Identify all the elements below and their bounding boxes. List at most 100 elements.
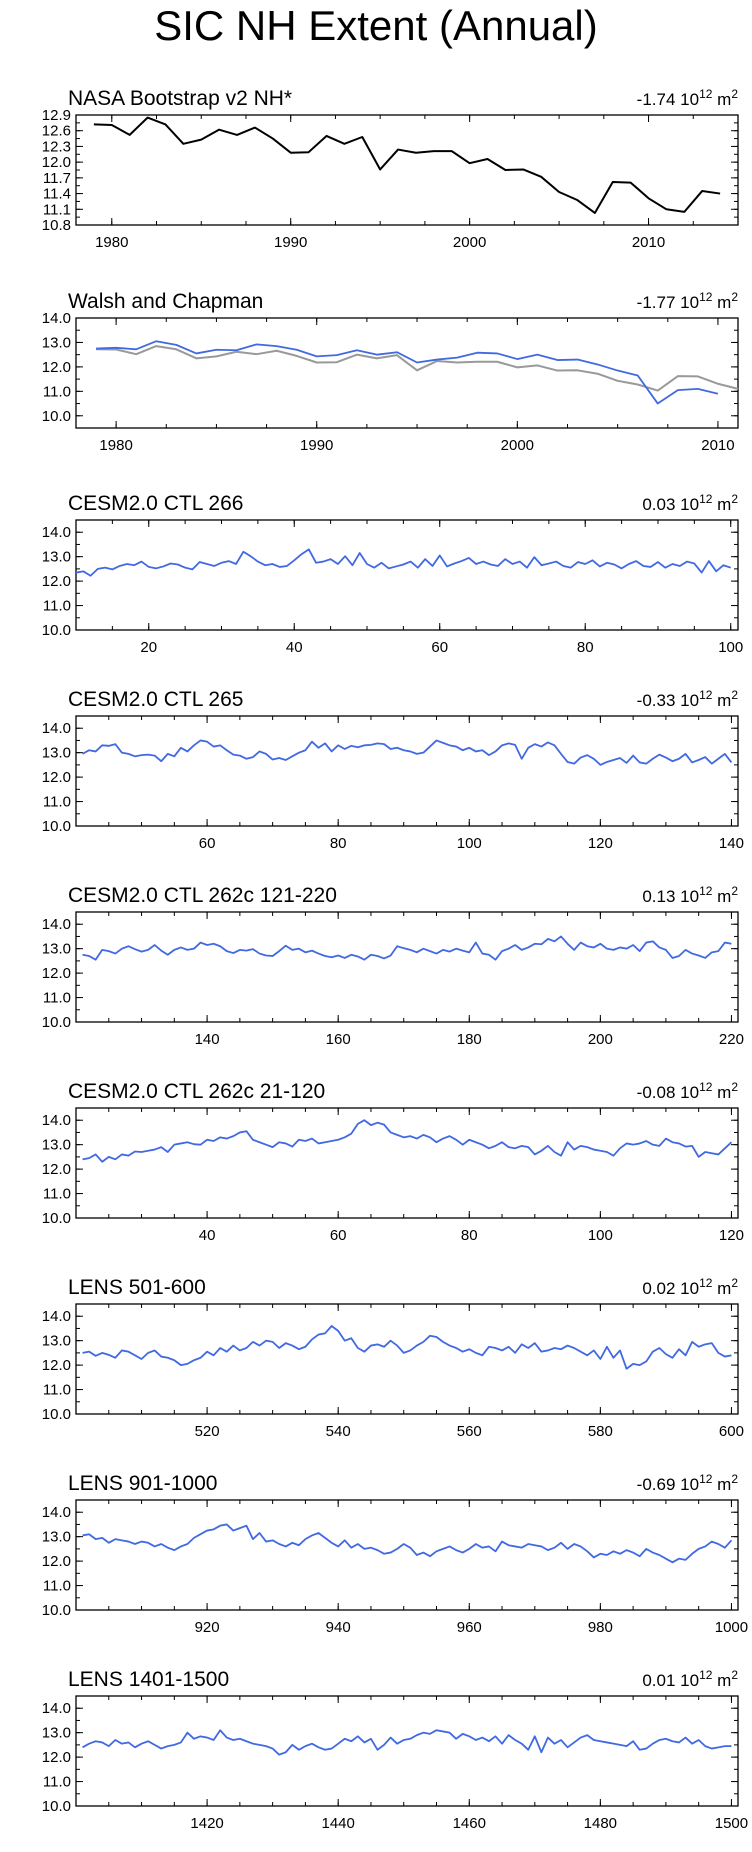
y-tick-label: 12.3 bbox=[42, 138, 71, 155]
trend-label: -1.74 1012 m2 bbox=[637, 87, 739, 109]
y-tick-label: 12.9 bbox=[42, 107, 71, 124]
chart-panel: CESM2.0 CTL 266 0.03 1012 m2 14.0 13.0 12.0 1… bbox=[42, 492, 743, 656]
y-tick-label: 12.0 bbox=[42, 359, 71, 376]
trend-label: -0.69 1012 m2 bbox=[637, 1472, 739, 1494]
x-tick-label: 2010 bbox=[701, 437, 734, 454]
x-tick-label: 1990 bbox=[300, 437, 333, 454]
x-tick-label: 1420 bbox=[190, 1815, 223, 1832]
y-tick-label: 13.0 bbox=[42, 334, 71, 351]
panel-title: LENS 501-600 bbox=[68, 1276, 206, 1299]
y-tick-label: 13.0 bbox=[42, 745, 71, 762]
chart-panel: CESM2.0 CTL 262c 121-220 0.13 1012 m2 14.0… bbox=[42, 884, 744, 1048]
y-tick-label: 12.0 bbox=[42, 1357, 71, 1374]
x-tick-label: 60 bbox=[199, 835, 216, 852]
plot-frame bbox=[75, 911, 739, 1023]
trend-value: -0.08 bbox=[637, 1083, 680, 1102]
trend-unit-exponent: 2 bbox=[731, 87, 738, 101]
trend-unit: m bbox=[712, 293, 731, 312]
x-tick-label: 120 bbox=[719, 1227, 744, 1244]
x-tick-label: 520 bbox=[195, 1423, 220, 1440]
trend-value: -1.74 bbox=[637, 90, 680, 109]
x-tick-label: 60 bbox=[330, 1227, 347, 1244]
x-tick-label: 940 bbox=[326, 1619, 351, 1636]
trend-exponent: 12 bbox=[699, 1276, 713, 1290]
chart-panel: NASA Bootstrap v2 NH* -1.74 1012 m2 12.9 12… bbox=[42, 87, 739, 251]
panel-title: CESM2.0 CTL 266 bbox=[68, 492, 243, 515]
chart-panel: LENS 501-600 0.02 1012 m2 14.0 13.0 12.0 11.0… bbox=[42, 1276, 744, 1440]
y-tick-label: 13.0 bbox=[42, 1137, 71, 1154]
trend-value: 0.03 bbox=[642, 495, 680, 514]
x-tick-label: 140 bbox=[719, 835, 744, 852]
x-tick-label: 180 bbox=[457, 1031, 482, 1048]
y-tick-label: 11.0 bbox=[43, 598, 71, 615]
trend-exponent: 12 bbox=[699, 290, 713, 304]
x-tick-label: 1480 bbox=[584, 1815, 617, 1832]
y-tick-label: 14.0 bbox=[42, 310, 71, 327]
plot-frame bbox=[75, 1499, 739, 1611]
panel-title: LENS 1401-1500 bbox=[68, 1668, 229, 1691]
trend-base: 10 bbox=[680, 1279, 699, 1298]
trend-unit-exponent: 2 bbox=[731, 492, 738, 506]
trend-base: 10 bbox=[680, 1083, 699, 1102]
y-tick-label: 12.0 bbox=[42, 1161, 71, 1178]
series-line bbox=[82, 935, 732, 961]
y-tick-label: 11.0 bbox=[43, 383, 71, 400]
panel-title: NASA Bootstrap v2 NH* bbox=[68, 87, 292, 110]
trend-label: -1.77 1012 m2 bbox=[637, 290, 739, 312]
series-line bbox=[93, 116, 721, 214]
trend-value: 0.13 bbox=[642, 887, 680, 906]
series-line bbox=[75, 548, 732, 577]
trend-base: 10 bbox=[680, 1671, 699, 1690]
x-tick-label: 540 bbox=[326, 1423, 351, 1440]
trend-base: 10 bbox=[680, 293, 699, 312]
x-tick-label: 1990 bbox=[274, 234, 307, 251]
trend-unit: m bbox=[712, 691, 731, 710]
plot-frame bbox=[75, 1107, 739, 1219]
plot-frame bbox=[75, 1695, 739, 1807]
trend-label: 0.03 1012 m2 bbox=[642, 492, 738, 514]
y-tick-label: 13.0 bbox=[42, 1333, 71, 1350]
x-tick-label: 980 bbox=[588, 1619, 613, 1636]
x-tick-label: 2000 bbox=[501, 437, 534, 454]
y-tick-label: 13.0 bbox=[42, 941, 71, 958]
x-tick-label: 120 bbox=[588, 835, 613, 852]
y-tick-label: 10.0 bbox=[42, 818, 71, 835]
trend-value: 0.01 bbox=[642, 1671, 680, 1690]
series-line bbox=[82, 1523, 733, 1564]
trend-exponent: 12 bbox=[699, 492, 713, 506]
x-tick-label: 1440 bbox=[321, 1815, 354, 1832]
y-tick-label: 14.0 bbox=[42, 1504, 71, 1521]
trend-label: 0.01 1012 m2 bbox=[642, 1668, 738, 1690]
figure-title: SIC NH Extent (Annual) bbox=[154, 2, 598, 49]
trend-unit-exponent: 2 bbox=[731, 1276, 738, 1290]
x-tick-label: 560 bbox=[457, 1423, 482, 1440]
trend-value: 0.02 bbox=[642, 1279, 680, 1298]
y-tick-label: 14.0 bbox=[42, 1700, 71, 1717]
trend-unit: m bbox=[712, 1671, 731, 1690]
series-line bbox=[82, 1119, 733, 1163]
y-tick-label: 11.0 bbox=[43, 1774, 71, 1791]
trend-label: 0.13 1012 m2 bbox=[642, 884, 738, 906]
y-tick-label: 10.0 bbox=[42, 1210, 71, 1227]
trend-value: -0.69 bbox=[637, 1475, 680, 1494]
chart-panel: LENS 1401-1500 0.01 1012 m2 14.0 13.0 12.0 11… bbox=[42, 1668, 748, 1832]
y-tick-label: 14.0 bbox=[42, 1308, 71, 1325]
trend-exponent: 12 bbox=[699, 1472, 713, 1486]
y-tick-label: 11.0 bbox=[43, 1186, 71, 1203]
x-tick-label: 1000 bbox=[715, 1619, 748, 1636]
x-tick-label: 1980 bbox=[95, 234, 128, 251]
trend-exponent: 12 bbox=[699, 688, 713, 702]
y-tick-label: 11.4 bbox=[43, 186, 71, 203]
trend-unit: m bbox=[712, 1475, 731, 1494]
x-tick-label: 20 bbox=[140, 639, 157, 656]
plot-frame bbox=[75, 317, 739, 429]
x-tick-label: 1460 bbox=[453, 1815, 486, 1832]
y-tick-label: 14.0 bbox=[42, 1112, 71, 1129]
y-tick-label: 14.0 bbox=[42, 916, 71, 933]
trend-label: 0.02 1012 m2 bbox=[642, 1276, 738, 1298]
trend-unit-exponent: 2 bbox=[731, 1472, 738, 1486]
plot-frame bbox=[75, 114, 739, 226]
y-tick-label: 11.0 bbox=[43, 990, 71, 1007]
trend-base: 10 bbox=[680, 90, 699, 109]
